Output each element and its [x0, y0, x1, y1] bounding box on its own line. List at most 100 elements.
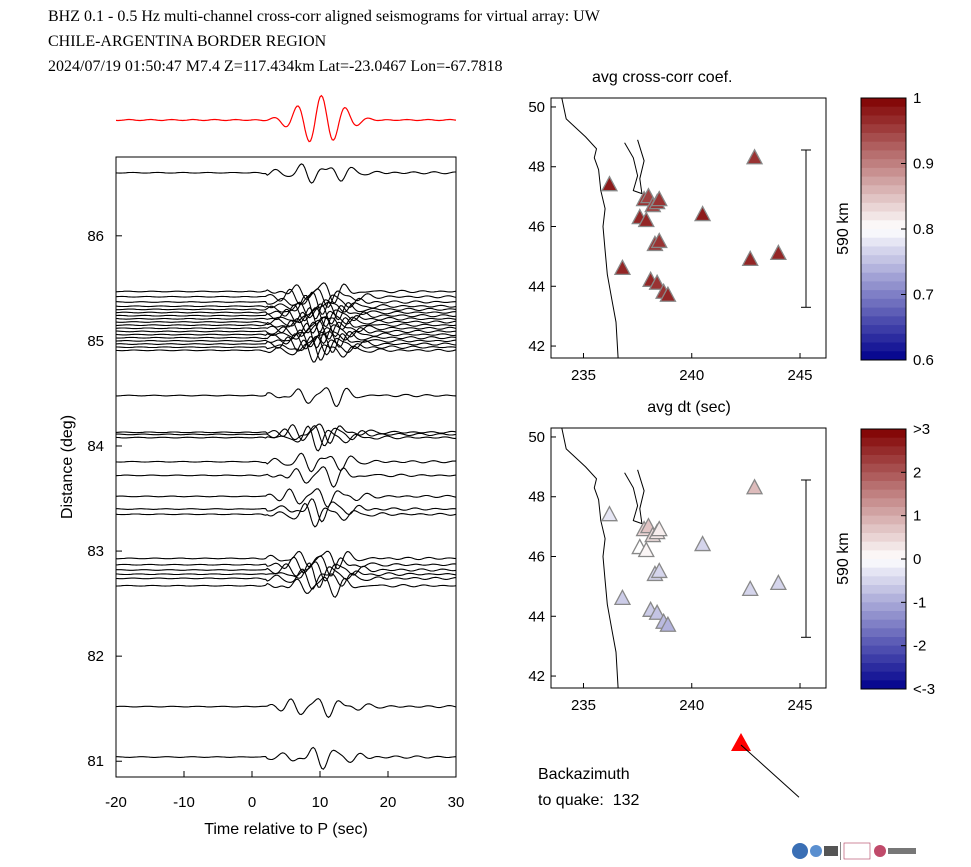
- colorbar-segment: [861, 455, 906, 465]
- colorbar-segment: [861, 185, 906, 195]
- seismogram-trace: [116, 425, 457, 447]
- colorbar-segment: [861, 281, 906, 291]
- seismogram-trace: [115, 466, 457, 488]
- record-section-ylabel: Distance (deg): [59, 415, 76, 519]
- seismogram-trace: [115, 307, 457, 328]
- seismogram-trace: [116, 321, 457, 345]
- nsf-logo-icon: [792, 843, 808, 859]
- colorbar-segment: [861, 246, 906, 256]
- colorbar-segment: [861, 489, 906, 499]
- map-cross-corr: 235 240 245 42 44 46 48 50 590 km: [528, 97, 852, 384]
- seismogram-trace: [115, 331, 457, 354]
- seismogram-trace: [115, 335, 457, 361]
- station-triangle-icon: [613, 588, 632, 605]
- seismogram-trace: [115, 697, 457, 719]
- institution-logos: [790, 840, 920, 867]
- map-x-tick-label: 245: [788, 367, 813, 384]
- colorbar-segment: [861, 342, 906, 352]
- colorbar-tick-label: 0.6: [913, 352, 934, 369]
- colorbar-tick-label: <-3: [913, 681, 935, 698]
- map-x-tick-label: 240: [679, 697, 704, 714]
- colorbar-segment: [861, 602, 906, 612]
- colorbar-segment: [861, 585, 906, 595]
- seismogram-trace: [116, 301, 457, 321]
- seismogram-trace: [115, 568, 457, 590]
- x-tick-label: 0: [248, 794, 256, 811]
- map1-xlabel: avg dt (sec): [647, 399, 731, 416]
- colorbar-segment: [861, 229, 906, 239]
- colorbar-segment: [861, 290, 906, 300]
- seismogram-trace: [115, 423, 457, 445]
- earthscope-wordmark-icon: [888, 848, 916, 854]
- map-y-tick-label: 50: [528, 99, 545, 116]
- colorbar-segment: [861, 255, 906, 265]
- colorbar-tick-label: 0.7: [913, 287, 934, 304]
- x-tick-label: -10: [173, 794, 195, 811]
- seismogram-trace: [115, 339, 457, 363]
- map-frame: [550, 427, 827, 689]
- seismogram-trace: [116, 746, 457, 770]
- colorbar-tick-label: 1: [913, 508, 921, 525]
- colorbar-segment: [861, 132, 906, 143]
- colorbar-segment: [861, 167, 906, 178]
- colorbar-segment: [861, 307, 906, 317]
- colorbar-segment: [861, 325, 906, 335]
- seismogram-trace: [115, 329, 457, 348]
- map-x-tick-label: 235: [571, 697, 596, 714]
- colorbar-segment: [861, 567, 906, 577]
- colorbar-segment: [861, 220, 906, 230]
- map-frame: [550, 97, 827, 359]
- colorbar-tick-label: 2: [913, 464, 921, 481]
- seismogram-trace: [115, 306, 457, 333]
- puget-sound-outline: [624, 139, 645, 195]
- colorbar-segment: [861, 550, 906, 560]
- colorbar-segment: [861, 463, 906, 473]
- seismogram-traces: [115, 163, 457, 770]
- colorbar-segment: [861, 663, 906, 673]
- colorbar-segment: [861, 141, 906, 151]
- colorbar-tick-label: 0.8: [913, 221, 934, 238]
- colorbar-segment: [861, 98, 906, 108]
- station-triangle-icon: [693, 535, 712, 552]
- backazimuth-indicator: [731, 733, 800, 798]
- seismogram-trace: [116, 387, 457, 408]
- seismogram-trace: [115, 316, 457, 338]
- map-x-tick-label: 245: [788, 697, 813, 714]
- colorbar-segment: [861, 593, 906, 603]
- map-y-tick-label: 50: [528, 429, 545, 446]
- record-section-frame: [115, 156, 457, 778]
- colorbar-segment: [861, 176, 906, 186]
- seismogram-trace: [115, 488, 457, 508]
- colorbar-segment: [861, 333, 906, 344]
- title-line-2: CHILE-ARGENTINA BORDER REGION: [48, 33, 327, 50]
- colorbar-segment: [861, 159, 906, 169]
- backazimuth-label: Backazimuth: [538, 766, 630, 783]
- seismogram-trace: [115, 303, 456, 325]
- coastline: [561, 97, 619, 359]
- colorbar-segment: [861, 298, 906, 309]
- map-y-tick-label: 48: [528, 159, 545, 176]
- scale-bar-label: 590 km: [835, 202, 852, 254]
- colorbar-segment: [861, 498, 906, 508]
- station-triangle-icon: [648, 273, 666, 290]
- colorbar-segment: [861, 237, 906, 247]
- seismogram-trace: [115, 452, 457, 473]
- map-y-tick-label: 42: [528, 668, 545, 685]
- backazimuth-value: to quake: 132: [538, 792, 640, 809]
- seismogram-trace: [115, 335, 457, 356]
- y-tick-label: 85: [87, 333, 104, 350]
- colorbar-tick-label: 0.9: [913, 156, 934, 173]
- seismogram-trace: [115, 322, 457, 349]
- colorbar-segment: [861, 524, 906, 534]
- seismogram-trace: [115, 294, 457, 320]
- station-triangle-icon: [769, 574, 787, 591]
- seismogram-trace: [115, 555, 457, 577]
- colorbar-segment: [861, 481, 906, 491]
- seismogram-trace: [115, 576, 457, 598]
- station-triangle-icon: [637, 541, 655, 558]
- colorbar-segment: [861, 272, 906, 282]
- colorbar-tick-label: 0: [913, 551, 921, 568]
- colorbar-segment: [861, 541, 906, 551]
- seismogram-trace: [115, 550, 457, 570]
- x-tick-label: 10: [312, 794, 329, 811]
